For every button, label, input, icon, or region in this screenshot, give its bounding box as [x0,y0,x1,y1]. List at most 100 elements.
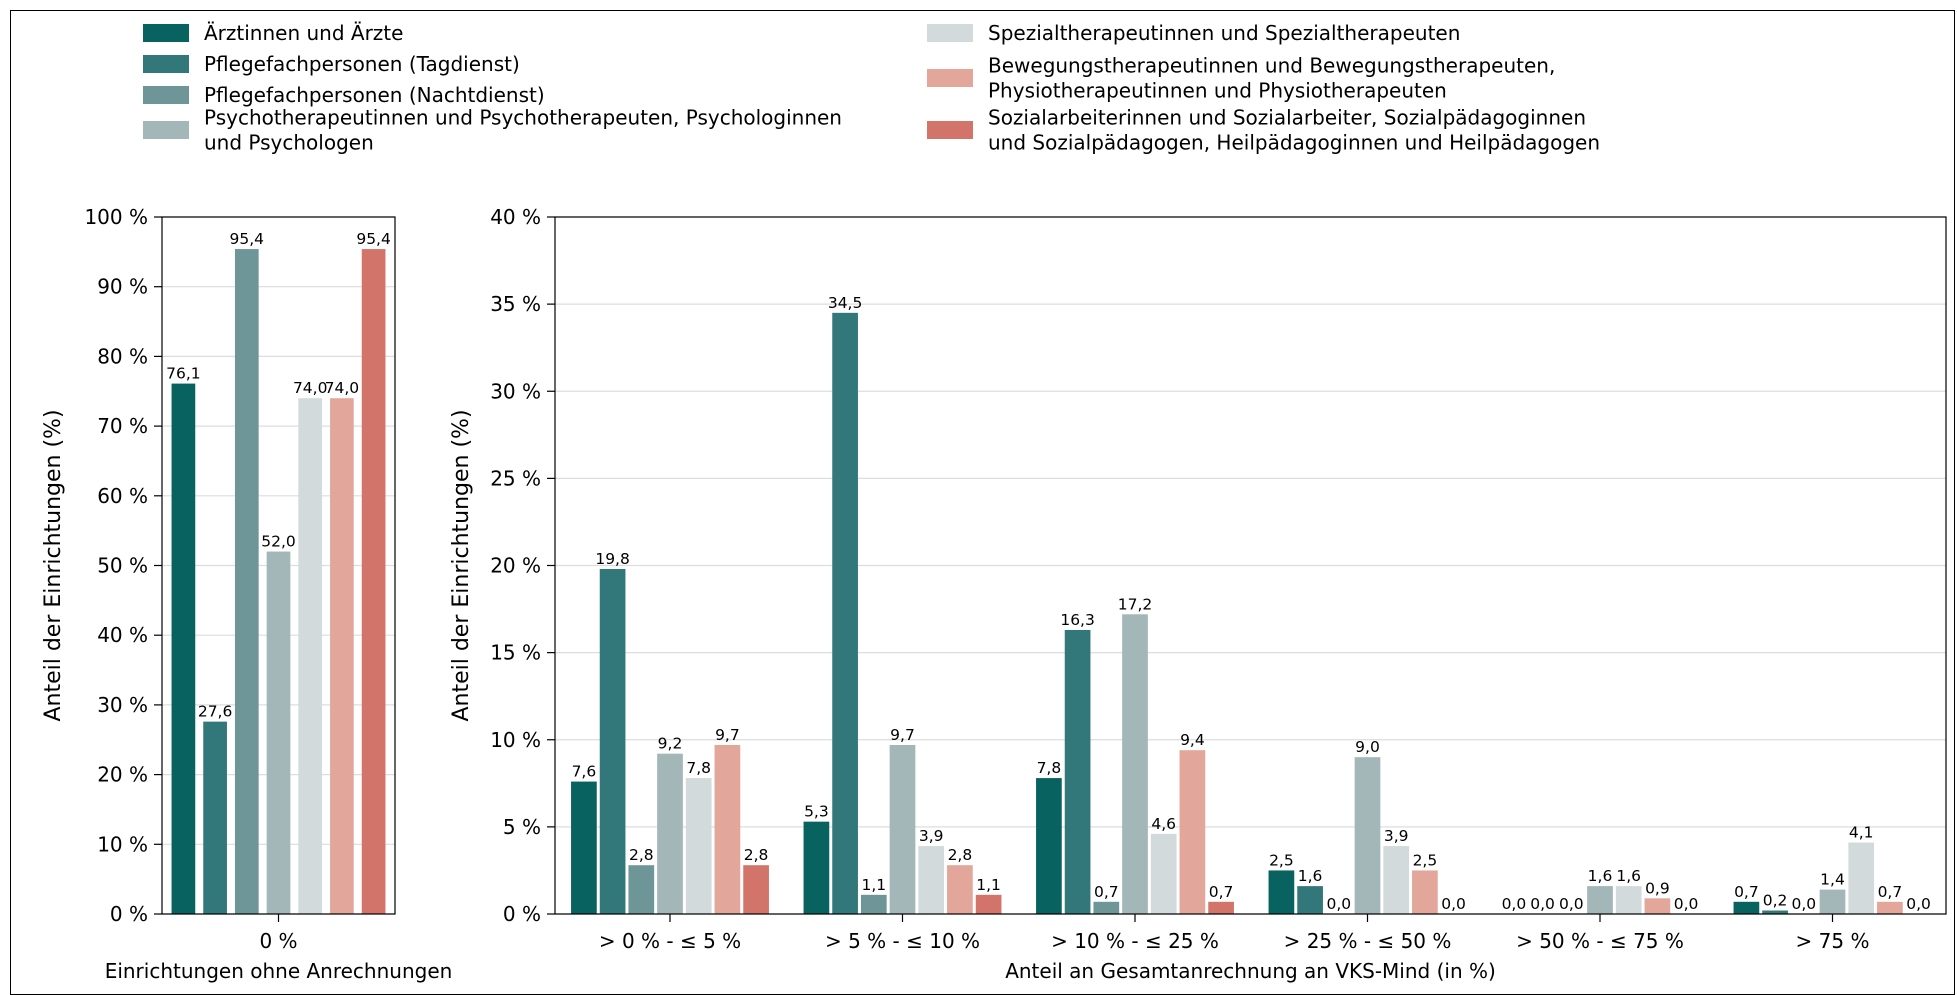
right-bar [599,568,626,914]
right-data-label: 34,5 [828,294,863,312]
left-data-label: 95,4 [230,230,265,248]
right-data-label: 0,0 [1441,895,1466,913]
right-data-label: 0,7 [1209,883,1234,901]
right-xtick-label: > 25 % - ≤ 50 % [1284,929,1452,953]
left-xaxis-label: Einrichtungen ohne Anrechnungen [105,959,453,983]
right-bar [628,865,655,914]
left-bar [266,551,291,914]
right-data-label: 7,6 [572,763,597,781]
right-ytick-label: 25 % [490,466,541,490]
right-xaxis-label: Anteil an Gesamtanrechnung an VKS-Mind (… [1005,959,1496,983]
right-data-label: 0,0 [1674,895,1699,913]
right-data-label: 9,2 [658,735,683,753]
right-bar [1268,870,1295,914]
right-bar [975,894,1002,914]
right-data-label: 1,6 [1616,867,1641,885]
right-data-label: 0,2 [1763,892,1788,910]
right-bar [1383,846,1410,914]
right-data-label: 16,3 [1060,611,1095,629]
left-xtick-label: 0 % [259,929,297,953]
right-data-label: 0,0 [1791,895,1816,913]
left-ytick-label: 70 % [97,414,148,438]
right-data-label: 1,1 [861,876,886,894]
right-ytick-label: 15 % [490,641,541,665]
right-bar [1733,901,1760,914]
legend-label-4-line-1: Psychotherapeutinnen und Psychotherapeut… [204,106,842,130]
legend-label-7-line-1: Sozialarbeiterinnen und Sozialarbeiter, … [988,106,1586,130]
right-data-label: 0,0 [1559,895,1584,913]
right-bar [1122,614,1148,914]
right-ytick-label: 0 % [503,902,541,926]
legend-label-2: Pflegefachpersonen (Tagdienst) [204,52,520,76]
right-bar [1150,833,1177,914]
right-data-label: 2,8 [629,846,654,864]
right-bar [889,744,916,914]
right-bar [1064,629,1091,914]
right-xtick-label: > 50 % - ≤ 75 % [1516,929,1684,953]
left-ytick-label: 90 % [97,275,148,299]
left-yaxis-label: Anteil der Einrichtungen (%) [41,409,66,721]
left-ytick-label: 50 % [97,554,148,578]
legend-swatch-7 [927,121,973,139]
left-ytick-label: 40 % [97,623,148,647]
legend-label-6-line-2: Physiotherapeutinnen und Physiotherapeut… [988,79,1447,103]
right-bar [1877,901,1903,914]
right-data-label: 2,5 [1413,851,1438,869]
right-data-label: 9,7 [715,726,740,744]
right-data-label: 7,8 [1037,759,1062,777]
right-data-label: 5,3 [804,803,829,821]
right-data-label: 1,1 [976,876,1001,894]
right-data-label: 17,2 [1118,595,1153,613]
legend-swatch-6 [927,69,973,87]
right-data-label: 9,0 [1355,738,1380,756]
right-ytick-label: 10 % [490,728,541,752]
legend-label-4-line-2: und Psychologen [204,131,374,155]
right-bar [685,778,712,914]
right-data-label: 1,4 [1820,871,1845,889]
chart-right: 7,619,82,89,27,89,72,85,334,51,19,73,92,… [449,205,1947,983]
right-data-label: 3,9 [919,827,944,845]
right-ytick-label: 5 % [503,815,541,839]
right-data-label: 0,0 [1530,895,1555,913]
right-data-label: 9,4 [1180,731,1205,749]
legend-label-6-line-1: Bewegungstherapeutinnen und Bewegungsthe… [988,54,1555,78]
right-bar [1354,757,1381,914]
legend-swatch-5 [927,24,973,42]
left-bar [234,249,259,914]
right-bar [918,846,945,914]
right-data-label: 0,7 [1878,883,1903,901]
left-data-label: 74,0 [325,379,360,397]
right-data-label: 2,5 [1269,851,1294,869]
right-data-label: 7,8 [686,759,711,777]
right-xtick-label: > 5 % - ≤ 10 % [825,929,980,953]
right-bar [657,753,683,914]
legend: Ärztinnen und Ärzte Pflegefachpersonen (T… [143,21,1600,155]
right-data-label: 1,6 [1298,867,1323,885]
right-bar [1297,886,1323,914]
legend-label-3: Pflegefachpersonen (Nachtdienst) [204,83,545,107]
right-bar [1762,910,1788,914]
legend-swatch-1 [143,24,189,42]
left-ytick-label: 0 % [110,902,148,926]
right-bar [1819,889,1846,914]
left-data-label: 74,0 [293,379,328,397]
right-xtick-label: > 10 % - ≤ 25 % [1051,929,1219,953]
right-bar [832,312,858,914]
left-data-label: 95,4 [356,230,391,248]
right-data-label: 19,8 [595,550,630,568]
right-bar [860,894,887,914]
legend-swatch-3 [143,86,189,104]
right-bar [1179,750,1206,914]
right-bar [1615,886,1642,914]
right-data-label: 2,8 [948,846,973,864]
legend-label-5: Spezialtherapeutinnen und Spezialtherape… [988,21,1460,45]
right-bar [1412,870,1438,914]
right-ytick-label: 40 % [490,205,541,229]
right-data-label: 9,7 [890,726,915,744]
right-bar [1644,898,1671,914]
right-bar [1208,901,1234,914]
right-ytick-label: 35 % [490,292,541,316]
right-data-label: 0,7 [1094,883,1119,901]
right-data-label: 1,6 [1588,867,1613,885]
right-yaxis-label: Anteil der Einrichtungen (%) [449,409,474,721]
